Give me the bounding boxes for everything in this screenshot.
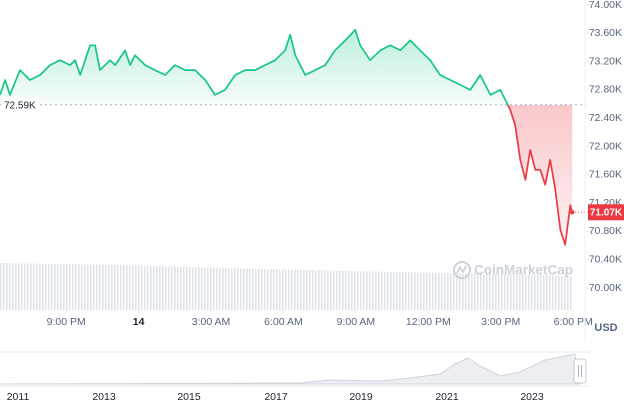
plot-area: 70.00K70.40K70.80K71.20K71.60K72.00K72.4… — [0, 0, 624, 328]
price-line — [0, 28, 574, 246]
watermark: CoinMarketCap — [453, 261, 573, 279]
last-price-label: 71.07K — [590, 207, 623, 218]
navigator-year: 2011 — [7, 391, 30, 403]
navigator-year: 2023 — [520, 391, 544, 403]
y-tick-label: 72.80K — [589, 84, 622, 96]
reference-label-bg — [1, 97, 39, 112]
y-tick-label: 72.40K — [589, 112, 622, 124]
navigator-year: 2019 — [349, 391, 373, 403]
reference-label: 72.59K — [4, 100, 36, 111]
watermark-text: CoinMarketCap — [474, 263, 573, 278]
x-tick-label: 6:00 AM — [264, 316, 303, 328]
navigator[interactable]: 2011 2013 2015 2017 2019 2021 2023 — [0, 351, 590, 403]
navigator-handle[interactable] — [573, 358, 587, 384]
y-tick-label: 74.00K — [589, 0, 622, 11]
x-tick-label: 3:00 PM — [481, 316, 520, 328]
x-tick-label: 9:00 PM — [47, 316, 86, 328]
y-tick-label: 72.00K — [589, 140, 622, 152]
y-tick-label: 70.80K — [589, 225, 622, 237]
price-area — [0, 29, 573, 245]
y-tick-label: 73.20K — [589, 55, 622, 67]
y-tick-label: 70.00K — [589, 282, 622, 294]
x-tick-label: 14 — [133, 316, 145, 328]
x-tick-label: 12:00 PM — [406, 316, 451, 328]
navigator-year: 2015 — [177, 391, 201, 403]
navigator-years: 2011 2013 2015 2017 2019 2021 2023 — [7, 391, 544, 403]
last-point — [570, 210, 575, 215]
y-tick-label: 70.40K — [589, 253, 622, 265]
x-tick-label: 3:00 AM — [192, 316, 231, 328]
navigator-year: 2013 — [92, 391, 116, 403]
currency-label: USD — [594, 322, 617, 334]
x-tick-label: 9:00 AM — [337, 316, 376, 328]
last-price-badge — [588, 204, 624, 221]
x-tick-label: 6:00 PM — [554, 316, 593, 328]
y-tick-label: 73.60K — [589, 27, 622, 39]
y-tick-label: 71.60K — [589, 169, 622, 181]
navigator-year: 2021 — [435, 391, 459, 403]
volume-bars — [0, 263, 572, 310]
navigator-year: 2017 — [264, 391, 288, 403]
navigator-history — [0, 353, 581, 385]
